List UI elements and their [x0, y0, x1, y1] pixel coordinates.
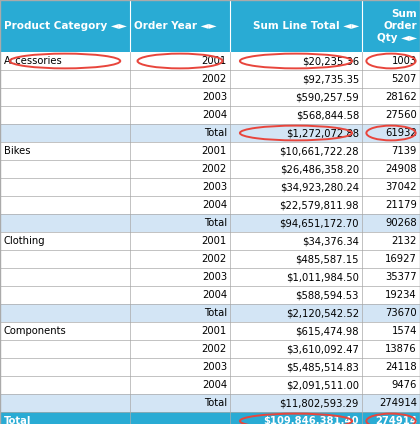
- Text: 2003: 2003: [202, 362, 227, 372]
- Bar: [0, 232, 420, 250]
- Text: 2004: 2004: [202, 380, 227, 390]
- Text: Total: Total: [204, 398, 227, 408]
- Text: 73670: 73670: [386, 308, 417, 318]
- Text: $11,802,593.29: $11,802,593.29: [280, 398, 359, 408]
- Text: 35377: 35377: [386, 272, 417, 282]
- Bar: [0, 124, 420, 142]
- Text: 90268: 90268: [386, 218, 417, 228]
- Text: Order Year ◄►: Order Year ◄►: [134, 21, 217, 31]
- Text: Total: Total: [204, 218, 227, 228]
- Text: 2132: 2132: [391, 236, 417, 246]
- Text: 27560: 27560: [385, 110, 417, 120]
- Bar: [0, 196, 420, 214]
- Bar: [0, 178, 420, 196]
- Text: $568,844.58: $568,844.58: [296, 110, 359, 120]
- Text: 37042: 37042: [386, 182, 417, 192]
- Text: $615,474.98: $615,474.98: [296, 326, 359, 336]
- Text: 274914: 274914: [379, 398, 417, 408]
- Bar: [0, 286, 420, 304]
- Text: Bikes: Bikes: [4, 146, 31, 156]
- Text: 16927: 16927: [385, 254, 417, 264]
- Text: $10,661,722.28: $10,661,722.28: [279, 146, 359, 156]
- Text: $1,011,984.50: $1,011,984.50: [286, 272, 359, 282]
- Bar: [0, 106, 420, 124]
- Text: 28162: 28162: [385, 92, 417, 102]
- Text: 2003: 2003: [202, 272, 227, 282]
- Text: Sum
Order
Qty ◄►: Sum Order Qty ◄►: [377, 9, 417, 42]
- Text: 274914: 274914: [375, 416, 417, 424]
- Bar: [0, 160, 420, 178]
- Text: 2003: 2003: [202, 92, 227, 102]
- Text: Accessories: Accessories: [4, 56, 63, 66]
- Text: 2001: 2001: [202, 326, 227, 336]
- Bar: [0, 0, 420, 52]
- Text: 2001: 2001: [202, 146, 227, 156]
- Text: 24908: 24908: [386, 164, 417, 174]
- Text: $485,587.15: $485,587.15: [296, 254, 359, 264]
- Text: $20,235.36: $20,235.36: [302, 56, 359, 66]
- Text: $2,091,511.00: $2,091,511.00: [286, 380, 359, 390]
- Text: $34,923,280.24: $34,923,280.24: [280, 182, 359, 192]
- Text: 2002: 2002: [202, 344, 227, 354]
- Text: $109,846,381.40: $109,846,381.40: [263, 416, 359, 424]
- Bar: [0, 322, 420, 340]
- Text: $92,735.35: $92,735.35: [302, 74, 359, 84]
- Bar: [0, 376, 420, 394]
- Text: $34,376.34: $34,376.34: [302, 236, 359, 246]
- Text: 2001: 2001: [202, 56, 227, 66]
- Text: 7139: 7139: [391, 146, 417, 156]
- Bar: [0, 88, 420, 106]
- Text: 2004: 2004: [202, 110, 227, 120]
- Text: 19234: 19234: [386, 290, 417, 300]
- Text: $94,651,172.70: $94,651,172.70: [279, 218, 359, 228]
- Text: $590,257.59: $590,257.59: [295, 92, 359, 102]
- Bar: [0, 304, 420, 322]
- Text: Product Category ◄►: Product Category ◄►: [4, 21, 127, 31]
- Text: 21179: 21179: [385, 200, 417, 210]
- Text: $2,120,542.52: $2,120,542.52: [286, 308, 359, 318]
- Text: 61932: 61932: [385, 128, 417, 138]
- Text: Total: Total: [4, 416, 32, 424]
- Bar: [0, 358, 420, 376]
- Text: $26,486,358.20: $26,486,358.20: [280, 164, 359, 174]
- Text: 13876: 13876: [386, 344, 417, 354]
- Text: 24118: 24118: [386, 362, 417, 372]
- Bar: [0, 394, 420, 412]
- Text: 1003: 1003: [392, 56, 417, 66]
- Text: $588,594.53: $588,594.53: [296, 290, 359, 300]
- Text: 2002: 2002: [202, 74, 227, 84]
- Text: Clothing: Clothing: [4, 236, 46, 246]
- Text: 2003: 2003: [202, 182, 227, 192]
- Text: 2002: 2002: [202, 164, 227, 174]
- Text: Total: Total: [204, 128, 227, 138]
- Text: 5207: 5207: [391, 74, 417, 84]
- Text: $1,272,072.88: $1,272,072.88: [286, 128, 359, 138]
- Text: $5,485,514.83: $5,485,514.83: [286, 362, 359, 372]
- Bar: [0, 340, 420, 358]
- Text: $3,610,092.47: $3,610,092.47: [286, 344, 359, 354]
- Text: $22,579,811.98: $22,579,811.98: [279, 200, 359, 210]
- Text: 2004: 2004: [202, 200, 227, 210]
- Text: 1574: 1574: [391, 326, 417, 336]
- Bar: [0, 142, 420, 160]
- Text: 2001: 2001: [202, 236, 227, 246]
- Text: 2002: 2002: [202, 254, 227, 264]
- Text: Total: Total: [204, 308, 227, 318]
- Bar: [0, 214, 420, 232]
- Bar: [0, 70, 420, 88]
- Text: 2004: 2004: [202, 290, 227, 300]
- Bar: [0, 412, 420, 424]
- Text: Components: Components: [4, 326, 67, 336]
- Bar: [0, 250, 420, 268]
- Bar: [0, 268, 420, 286]
- Bar: [0, 52, 420, 70]
- Text: 9476: 9476: [391, 380, 417, 390]
- Text: Sum Line Total ◄►: Sum Line Total ◄►: [253, 21, 359, 31]
